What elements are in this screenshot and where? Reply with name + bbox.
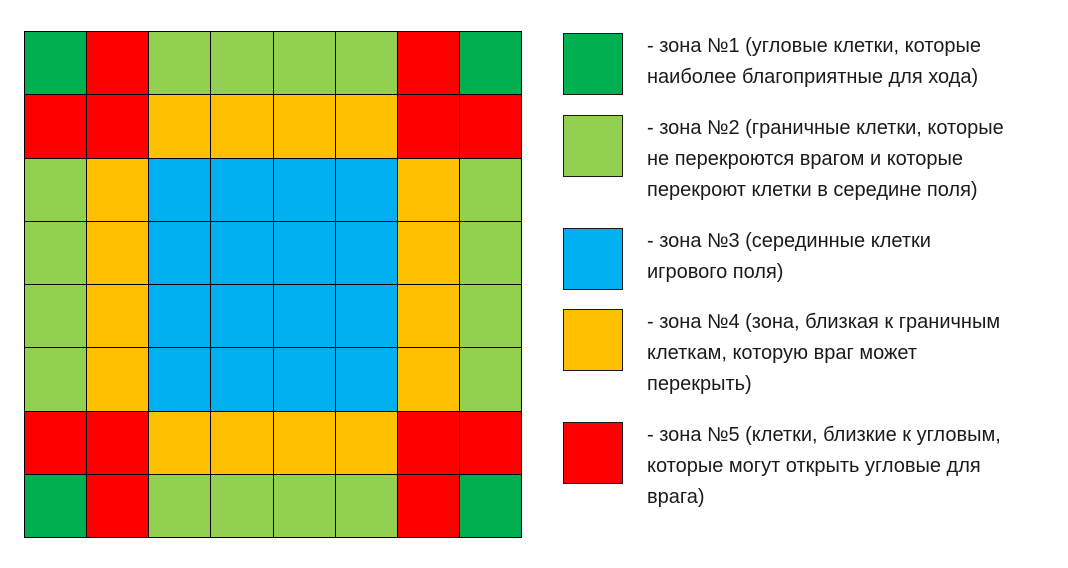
- legend-description: - зона №2 (граничные клетки, которые не п…: [647, 113, 1063, 206]
- board-cell-zone-3: [273, 221, 335, 284]
- board-cell-zone-4: [397, 221, 459, 284]
- legend-description: - зона №4 (зона, близкая к граничным клет…: [647, 307, 1063, 400]
- legend-description-line: не перекроются врагом и которые: [647, 148, 964, 170]
- board-cell-zone-2: [25, 285, 87, 348]
- board-cell-zone-1: [25, 474, 87, 537]
- board-cell-zone-3: [149, 285, 211, 348]
- legend-description: - зона №1 (угловые клетки, которые наибол…: [647, 31, 1063, 93]
- board-cell-zone-3: [211, 221, 273, 284]
- legend-description: - зона №5 (клетки, близкие к угловым, кот…: [647, 420, 1063, 513]
- board-cell-zone-5: [459, 411, 521, 474]
- board-cell-zone-1: [25, 32, 87, 95]
- legend-description-line: - зона №1 (угловые клетки, которые: [647, 35, 981, 57]
- board-cell-zone-3: [211, 348, 273, 411]
- board-cell-zone-2: [25, 348, 87, 411]
- board-cell-zone-3: [149, 221, 211, 284]
- board-cell-zone-5: [397, 411, 459, 474]
- board-cell-zone-4: [87, 158, 149, 221]
- board-cell-zone-2: [273, 474, 335, 537]
- board-cell-zone-4: [87, 348, 149, 411]
- legend-description-line: - зона №2 (граничные клетки, которые: [647, 117, 1004, 139]
- board-cell-zone-4: [87, 285, 149, 348]
- board-cell-zone-4: [273, 95, 335, 158]
- board-cell-zone-2: [149, 32, 211, 95]
- board-cell-zone-5: [397, 95, 459, 158]
- board-cell-zone-3: [335, 348, 397, 411]
- board-cell-zone-3: [335, 221, 397, 284]
- board-cell-zone-3: [335, 285, 397, 348]
- board-cell-zone-3: [273, 285, 335, 348]
- board-cell-zone-5: [25, 95, 87, 158]
- board-cell-zone-2: [149, 474, 211, 537]
- legend-description-line: - зона №4 (зона, близкая к граничным: [647, 311, 1001, 333]
- board-cell-zone-2: [459, 285, 521, 348]
- board-cell-zone-5: [459, 95, 521, 158]
- board-cell-zone-2: [25, 158, 87, 221]
- legend-description-line: игрового поля): [647, 261, 784, 283]
- board-cell-zone-4: [397, 285, 459, 348]
- board-cell-zone-2: [459, 221, 521, 284]
- legend-swatch-zone-5: [563, 422, 623, 484]
- board-cell-zone-2: [335, 32, 397, 95]
- board-cell-zone-3: [273, 158, 335, 221]
- board-cell-zone-3: [149, 158, 211, 221]
- board-cell-zone-3: [273, 348, 335, 411]
- board-cell-zone-4: [273, 411, 335, 474]
- legend-swatch-zone-4: [563, 309, 623, 371]
- legend-description-line: перекроют клетки в середине поля): [647, 179, 978, 201]
- board-cell-zone-4: [335, 411, 397, 474]
- board-cell-zone-4: [87, 221, 149, 284]
- board-cell-zone-5: [87, 95, 149, 158]
- legend-description-line: которые могут открыть угловые для: [647, 455, 981, 477]
- board-cell-zone-5: [87, 411, 149, 474]
- board-cell-zone-2: [335, 474, 397, 537]
- board-cell-zone-5: [397, 32, 459, 95]
- board-cell-zone-5: [87, 32, 149, 95]
- board-cell-zone-4: [335, 95, 397, 158]
- legend-swatch-zone-3: [563, 228, 623, 290]
- legend-swatch-zone-2: [563, 115, 623, 177]
- board-cell-zone-3: [211, 158, 273, 221]
- board-cell-zone-2: [211, 474, 273, 537]
- zone-board-grid: [24, 31, 522, 538]
- board-cell-zone-1: [459, 32, 521, 95]
- board-cell-zone-3: [211, 285, 273, 348]
- legend-description-line: - зона №3 (серединные клетки: [647, 230, 931, 252]
- board-cell-zone-5: [87, 474, 149, 537]
- legend-description-line: наиболее благоприятные для хода): [647, 66, 979, 88]
- board-cell-zone-4: [149, 411, 211, 474]
- board-cell-zone-1: [459, 474, 521, 537]
- board-cell-zone-3: [149, 348, 211, 411]
- legend-description-line: - зона №5 (клетки, близкие к угловым,: [647, 424, 1001, 446]
- legend-description-line: клеткам, которую враг может: [647, 342, 917, 364]
- board-cell-zone-5: [25, 411, 87, 474]
- legend-description-line: врага): [647, 486, 705, 508]
- board-cell-zone-2: [459, 158, 521, 221]
- board-cell-zone-4: [149, 95, 211, 158]
- zone-legend: - зона №1 (угловые клетки, которые наибол…: [563, 0, 1063, 568]
- board-cell-zone-4: [397, 348, 459, 411]
- board-cell-zone-5: [397, 474, 459, 537]
- board-cell-zone-2: [25, 221, 87, 284]
- board-cell-zone-4: [211, 411, 273, 474]
- board-cell-zone-4: [397, 158, 459, 221]
- board-cell-zone-2: [273, 32, 335, 95]
- board-cell-zone-4: [211, 95, 273, 158]
- board-cell-zone-2: [211, 32, 273, 95]
- board-cell-zone-2: [459, 348, 521, 411]
- board-cell-zone-3: [335, 158, 397, 221]
- legend-swatch-zone-1: [563, 33, 623, 95]
- legend-description-line: перекрыть): [647, 373, 752, 395]
- legend-description: - зона №3 (серединные клетки игрового пол…: [647, 226, 1063, 288]
